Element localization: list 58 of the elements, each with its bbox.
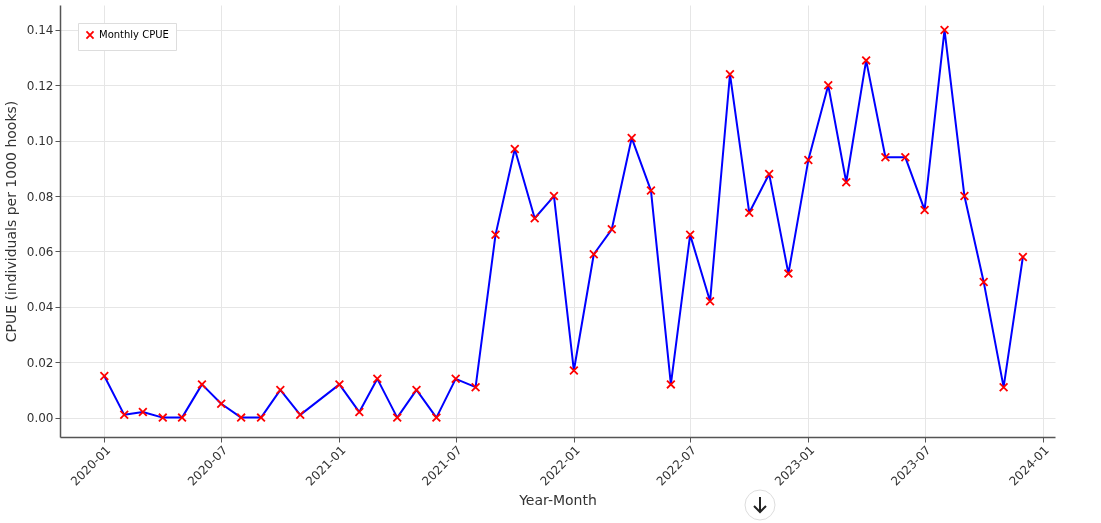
point [411, 385, 422, 395]
point [99, 371, 110, 381]
point [510, 144, 520, 154]
y-tick-label: 0.04 [26, 300, 54, 315]
point [900, 152, 911, 163]
point [295, 410, 306, 420]
point [685, 230, 695, 240]
point [275, 385, 286, 395]
point [470, 382, 481, 392]
point [236, 412, 246, 423]
point [939, 25, 950, 35]
point [1018, 252, 1028, 262]
point [529, 213, 540, 223]
y-tick-label: 0.08 [26, 189, 54, 204]
point [861, 55, 871, 66]
point [431, 412, 442, 423]
point [626, 133, 637, 143]
point [256, 412, 266, 423]
point [354, 407, 365, 417]
x-axis-title: Year-Month [518, 491, 597, 508]
point [978, 277, 989, 287]
point [783, 268, 794, 279]
point [549, 191, 559, 201]
legend-label: Monthly CPUE [99, 29, 169, 40]
y-tick-label: 0.10 [26, 134, 54, 149]
point [705, 296, 715, 307]
point [119, 410, 130, 420]
y-tick-label: 0.12 [26, 78, 54, 93]
point [823, 80, 834, 91]
point [392, 412, 403, 423]
y-tick-label: 0.00 [26, 411, 54, 426]
point [490, 230, 501, 240]
point [998, 382, 1009, 392]
point [197, 379, 207, 390]
point [450, 374, 461, 384]
point [764, 169, 774, 179]
point [589, 249, 599, 259]
point [725, 69, 735, 79]
point [607, 224, 617, 235]
point [216, 399, 226, 409]
y-tick-label: 0.14 [26, 23, 54, 38]
point [569, 365, 579, 376]
point [646, 185, 656, 196]
point [372, 374, 383, 384]
point [803, 155, 814, 165]
y-tick-label: 0.02 [26, 355, 54, 370]
point [158, 412, 168, 423]
point [177, 412, 187, 423]
point [959, 191, 970, 201]
point [880, 152, 891, 163]
y-axis-title: CPUE (individuals per 1000 hooks) [2, 100, 19, 343]
point [841, 177, 852, 187]
y-tick-label: 0.06 [26, 244, 54, 259]
point [138, 407, 148, 417]
point [744, 207, 755, 218]
point [334, 379, 345, 390]
point [919, 205, 930, 215]
point [666, 379, 676, 390]
